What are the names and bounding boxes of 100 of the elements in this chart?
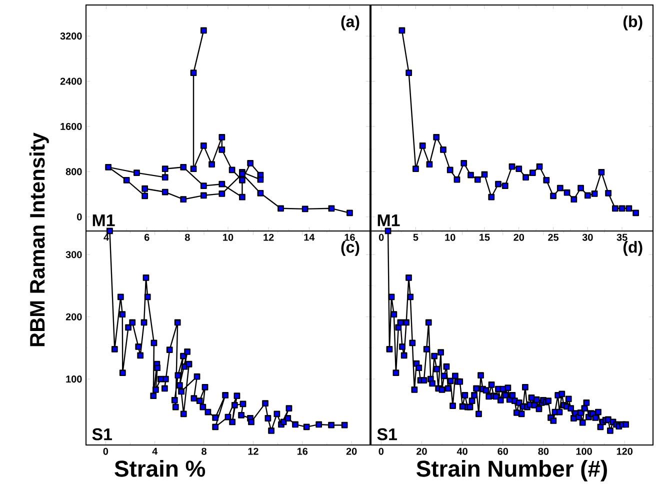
- annotation: S1: [92, 428, 112, 440]
- point: [218, 146, 226, 153]
- y-tick-label: 200: [66, 313, 82, 320]
- point: [522, 174, 529, 181]
- point: [218, 134, 226, 140]
- point: [460, 160, 468, 166]
- point: [412, 166, 419, 172]
- point: [257, 176, 264, 183]
- x-tick-label: 5: [413, 234, 418, 241]
- point: [142, 192, 148, 200]
- point: [570, 196, 578, 203]
- x-tick-label: 30: [582, 234, 593, 241]
- x-tick-label: 0: [378, 448, 384, 455]
- x-tick-label: 35: [616, 234, 628, 241]
- point: [239, 176, 246, 184]
- x-tick-label: 10: [223, 234, 234, 241]
- point: [516, 166, 522, 172]
- point: [346, 210, 353, 216]
- point: [419, 142, 426, 149]
- point: [495, 180, 502, 188]
- annotation: (c): [341, 241, 360, 256]
- y-tick-label: 1600: [60, 122, 82, 130]
- annotation: S1: [377, 428, 397, 440]
- annotation: M1: [92, 214, 115, 226]
- x-tick-label: 60: [498, 448, 508, 455]
- point: [200, 192, 207, 199]
- annotation: (b): [623, 16, 642, 30]
- y-tick-label: 3200: [60, 32, 82, 40]
- point: [440, 146, 446, 153]
- x-tick-label: 8: [184, 234, 190, 241]
- point: [190, 70, 197, 76]
- point: [454, 176, 460, 183]
- point: [398, 27, 406, 34]
- point: [200, 182, 207, 189]
- y-tick-label: 800: [66, 168, 82, 176]
- point: [632, 210, 639, 216]
- point: [200, 27, 207, 34]
- point: [605, 190, 612, 196]
- point: [328, 205, 335, 212]
- x-tick-label: 0: [103, 448, 108, 455]
- point: [278, 205, 284, 212]
- x-tick-label: 12: [248, 448, 258, 455]
- x-tick-label: 16: [297, 448, 308, 455]
- point: [142, 185, 148, 192]
- point: [162, 166, 168, 172]
- point: [543, 176, 550, 184]
- x-tick-label: 4: [152, 448, 158, 455]
- point: [618, 205, 626, 212]
- x-tick-label: 100: [576, 448, 592, 455]
- point: [584, 192, 591, 199]
- point: [180, 196, 187, 203]
- x-tick-label: 40: [456, 448, 468, 455]
- x-tick-label: 8: [202, 448, 206, 455]
- point: [578, 184, 584, 192]
- point: [247, 160, 254, 166]
- point: [162, 174, 168, 181]
- point: [426, 161, 433, 168]
- point: [239, 194, 246, 200]
- y-tick-label: 0: [77, 213, 82, 220]
- point: [598, 169, 605, 176]
- y-tick-label: 2400: [60, 78, 82, 85]
- x-tick-label: 14: [304, 234, 315, 241]
- point: [502, 182, 508, 189]
- point: [626, 205, 632, 212]
- point: [190, 166, 197, 172]
- x-tick-label: 0: [378, 234, 384, 241]
- x-axis-title: Strain Number (#): [416, 460, 607, 482]
- point: [474, 176, 481, 183]
- x-tick-label: 120: [616, 448, 633, 455]
- annotation: (a): [341, 16, 360, 30]
- point: [200, 142, 207, 149]
- annotation: M1: [378, 214, 400, 226]
- x-tick-label: 20: [514, 234, 524, 241]
- point: [556, 184, 564, 192]
- point: [550, 192, 556, 200]
- point: [228, 166, 236, 174]
- x-axis-title: Strain %: [114, 460, 206, 477]
- point: [481, 171, 488, 178]
- point: [591, 190, 598, 197]
- point: [180, 164, 187, 170]
- point: [446, 166, 454, 174]
- y-tick-label: 300: [66, 251, 82, 258]
- point: [105, 164, 112, 170]
- x-tick-label: 10: [445, 234, 456, 241]
- point: [612, 205, 618, 212]
- point: [529, 170, 536, 176]
- x-tick-label: 20: [346, 448, 357, 455]
- point: [123, 176, 130, 184]
- point: [162, 188, 168, 196]
- y-tick-label: 100: [66, 376, 82, 383]
- point: [536, 163, 543, 170]
- x-tick-label: 4: [104, 234, 109, 241]
- y-axis-title: RBM Raman Intensity: [29, 132, 49, 346]
- annotation: (d): [623, 241, 642, 256]
- point: [302, 206, 308, 212]
- point: [488, 194, 495, 200]
- x-tick-label: 25: [548, 234, 559, 241]
- x-tick-label: 6: [144, 234, 150, 241]
- x-tick-label: 15: [480, 234, 490, 241]
- x-tick-label: 20: [416, 448, 427, 455]
